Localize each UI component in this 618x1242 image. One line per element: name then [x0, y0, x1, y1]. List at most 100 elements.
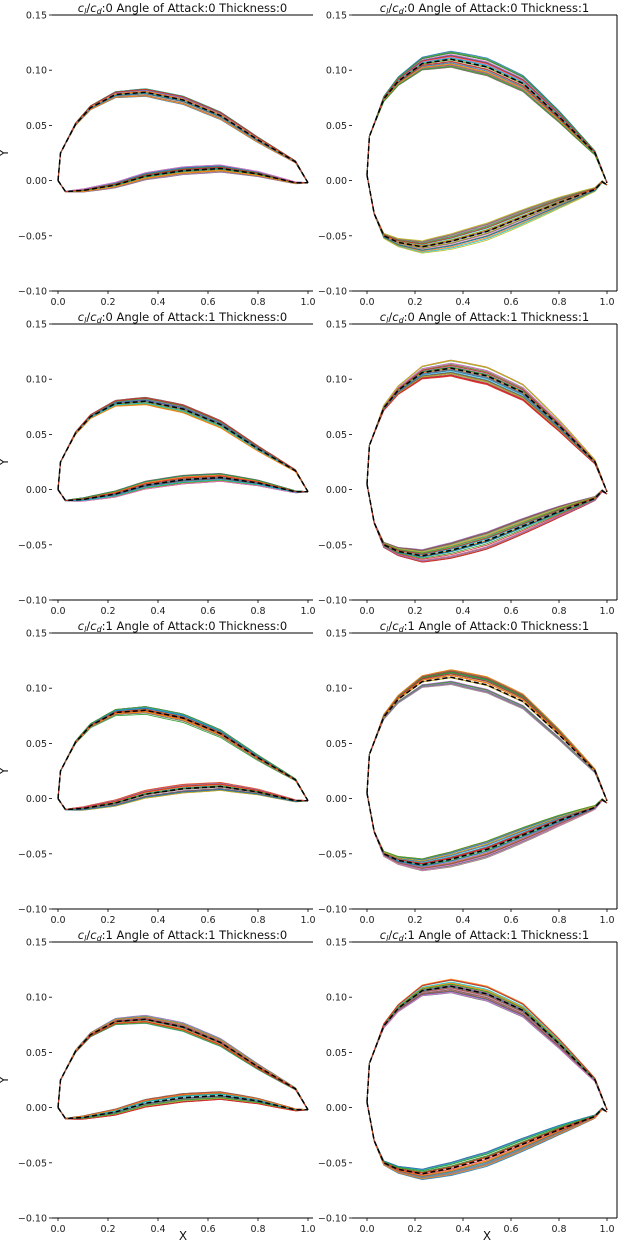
sample-lower-line	[366, 175, 608, 244]
y-tick-label: −0.05	[318, 231, 347, 242]
sample-lower-line	[366, 484, 608, 558]
mean-lower-line	[366, 483, 608, 557]
sample-upper-line	[366, 670, 608, 801]
title-part: /	[86, 310, 90, 324]
subplot-title: cl/cd:0 Angle of Attack:0 Thickness:0	[78, 1, 287, 16]
title-part: /	[388, 310, 392, 324]
title-part: c	[78, 310, 85, 324]
sample-upper-line	[366, 370, 608, 492]
sample-lower-line	[366, 793, 608, 863]
y-tick-label: 0.05	[326, 739, 347, 750]
subplot-7: 0.15 0.10 0.05 0.00 −0.05 −0.100.0 0.2 0.4 0.6 0.…	[0, 928, 316, 1242]
sample-lower-line	[57, 1093, 309, 1119]
x-tick-label: 0.6	[503, 1224, 518, 1235]
subplot-title: cl/cd:0 Angle of Attack:1 Thickness:1	[380, 310, 589, 325]
title-part: :1 Angle of Attack:1 Thickness:0	[102, 928, 288, 942]
y-tick-label: 0.05	[326, 1048, 347, 1059]
sample-upper-line	[366, 63, 608, 183]
sample-lower-line	[366, 793, 608, 867]
sample-upper-line	[366, 677, 608, 801]
sample-upper-line	[57, 397, 309, 493]
sample-lower-line	[366, 1102, 608, 1178]
y-tick-label: 0.05	[26, 1048, 47, 1059]
title-part: d	[399, 934, 405, 943]
y-tick-label: 0.10	[26, 375, 47, 386]
sample-upper-line	[366, 56, 608, 183]
sample-upper-line	[366, 673, 608, 801]
title-part: l	[84, 7, 87, 16]
x-tick-label: 0.8	[551, 297, 566, 308]
y-tick-label: 0.05	[26, 739, 47, 750]
y-tick-label: −0.10	[318, 287, 347, 298]
title-part: c	[392, 928, 399, 942]
sample-upper-line	[366, 371, 608, 492]
sample-lower-line	[366, 175, 608, 252]
sample-lower-line	[57, 166, 309, 193]
y-tick-label: 0.00	[26, 1103, 47, 1114]
title-part: c	[392, 310, 399, 324]
x-tick-label: 0.2	[407, 1224, 422, 1235]
sample-lower-line	[366, 484, 608, 559]
title-part: l	[84, 934, 87, 943]
title-part: d	[97, 7, 103, 16]
subplot-title: cl/cd:0 Angle of Attack:0 Thickness:1	[380, 1, 589, 16]
x-tick-label: 0.0	[359, 297, 374, 308]
sample-upper-line	[57, 1021, 309, 1111]
title-part: d	[97, 316, 103, 325]
title-part: d	[97, 934, 103, 943]
mean-upper-line	[366, 58, 608, 184]
title-part: /	[388, 928, 392, 942]
y-tick-label: 0.00	[326, 794, 347, 805]
x-tick-label: 0.4	[455, 915, 470, 926]
title-part: c	[90, 619, 97, 633]
sample-lower-line	[57, 1091, 309, 1119]
title-part: c	[90, 310, 97, 324]
sample-lower-line	[366, 484, 608, 553]
subplot-2: 0.15 0.10 0.05 0.00 −0.05 −0.10 0.0 0.2 0.4 0.6 0.…	[318, 1, 618, 308]
x-tick-label: 1.0	[599, 297, 614, 308]
sample-upper-line	[366, 981, 608, 1110]
sample-lower-line	[366, 1102, 608, 1171]
sample-lower-line	[57, 789, 309, 811]
sample-lower-line	[57, 171, 309, 193]
sample-lower-line	[366, 793, 608, 870]
sample-upper-line	[57, 707, 309, 802]
sample-lower-line	[366, 793, 608, 868]
y-tick-label: −0.05	[18, 1158, 47, 1169]
sample-upper-line	[366, 57, 608, 183]
sample-lower-line	[57, 170, 309, 193]
y-tick-label: −0.05	[18, 231, 47, 242]
sample-upper-line	[366, 375, 608, 492]
x-tick-label: 1.0	[599, 606, 614, 617]
y-tick-label: 0.15	[326, 938, 347, 949]
sample-upper-line	[366, 59, 608, 183]
sample-lower-line	[366, 1102, 608, 1177]
subplot-title: cl/cd:1 Angle of Attack:1 Thickness:1	[380, 928, 589, 943]
x-tick-label: 1.0	[300, 297, 315, 308]
sample-lower-line	[366, 1102, 608, 1172]
sample-lower-line	[57, 1098, 309, 1120]
x-tick-label: 0.0	[50, 1224, 65, 1235]
x-tick-label: 0.6	[200, 915, 215, 926]
sample-lower-line	[57, 164, 309, 192]
sample-upper-line	[366, 674, 608, 801]
sample-lower-line	[366, 793, 608, 862]
x-tick-label: 0.0	[50, 606, 65, 617]
x-tick-label: 0.2	[100, 297, 115, 308]
title-part: :1 Angle of Attack:0 Thickness:0	[102, 619, 288, 633]
sample-upper-line	[366, 983, 608, 1110]
x-tick-label: 0.8	[551, 915, 566, 926]
y-axis-label: Y	[0, 458, 11, 467]
sample-upper-line	[366, 360, 608, 492]
sample-lower-line	[57, 475, 309, 501]
sample-lower-line	[366, 484, 608, 558]
subplot-8: 0.15 0.10 0.05 0.00 −0.05 −0.10 0.0 0.2 0.4 0.6 0.…	[318, 928, 618, 1242]
y-tick-label: 0.15	[326, 320, 347, 331]
y-axis-label: Y	[0, 767, 11, 776]
sample-upper-line	[57, 1022, 309, 1111]
x-tick-label: 0.0	[50, 915, 65, 926]
sample-lower-line	[366, 175, 608, 249]
x-tick-label: 0.4	[150, 297, 165, 308]
x-tick-label: 0.6	[503, 915, 518, 926]
y-tick-label: 0.15	[26, 938, 47, 949]
